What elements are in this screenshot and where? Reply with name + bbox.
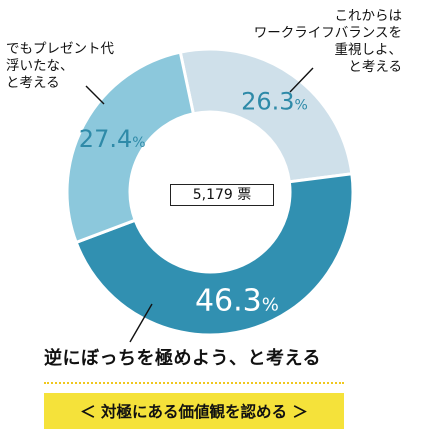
label-present-line-2: 浮いたな、: [6, 58, 74, 74]
label-present-line-1: でもプレゼント代: [6, 41, 114, 57]
label-worklife-line-4: と考える: [348, 59, 402, 75]
value-alone: 46.3%: [195, 284, 279, 319]
label-present: でもプレゼント代 浮いたな、 と考える: [6, 41, 114, 92]
label-alone: 逆にぼっちを極めよう、と考える: [44, 348, 321, 369]
label-worklife: これからは ワークライフバランスを 重視しよ、 と考える: [254, 8, 402, 76]
label-worklife-line-3: 重視しよ、: [334, 42, 403, 58]
label-worklife-line-2: ワークライフバランスを: [253, 25, 402, 41]
leader-worklife: [289, 67, 314, 93]
value-worklife: 26.3%: [241, 87, 308, 115]
label-worklife-line-1: これからは: [334, 8, 403, 24]
value-present: 27.4%: [79, 125, 146, 153]
slice-alone: [74, 172, 355, 337]
dotted-divider: [44, 382, 344, 384]
slice-worklife: [178, 47, 354, 184]
leader-alone: [129, 303, 153, 343]
cta-banner[interactable]: ＜ 対極にある価値観を認める ＞: [44, 393, 344, 429]
total-votes: 5,179 票: [170, 184, 274, 206]
label-present-line-3: と考える: [6, 75, 60, 91]
leader-present: [85, 85, 105, 105]
slice-present: [65, 50, 196, 245]
